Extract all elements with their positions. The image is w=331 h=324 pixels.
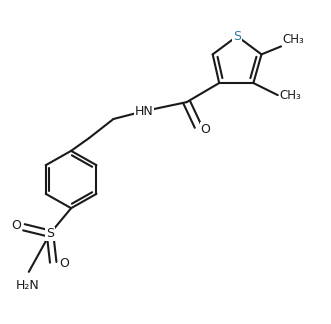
Text: O: O xyxy=(59,257,69,271)
Text: HN: HN xyxy=(135,105,154,118)
Text: CH₃: CH₃ xyxy=(279,89,301,102)
Text: O: O xyxy=(201,123,211,136)
Text: H₂N: H₂N xyxy=(15,279,39,292)
Text: S: S xyxy=(46,227,54,240)
Text: S: S xyxy=(233,30,241,43)
Text: O: O xyxy=(11,219,21,232)
Text: CH₃: CH₃ xyxy=(283,33,305,46)
